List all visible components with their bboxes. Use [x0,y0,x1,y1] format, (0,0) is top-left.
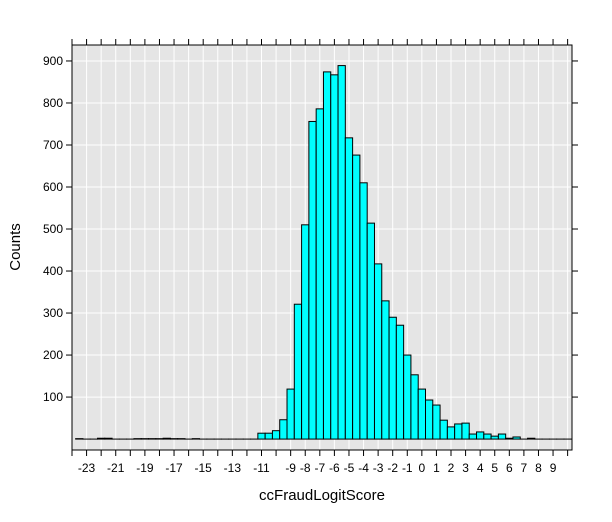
histogram-bar [498,434,505,439]
histogram-bar [462,423,469,439]
histogram-bar [163,438,170,439]
x-tick-label: -7 [314,461,325,475]
histogram-bar [272,431,279,439]
y-tick-label: 200 [43,348,63,362]
histogram-bar [382,301,389,439]
x-tick-label: -13 [224,461,242,475]
histogram-bar [447,427,454,439]
histogram-bar [353,155,360,439]
y-tick-label: 300 [43,306,63,320]
histogram-bar [287,389,294,439]
x-tick-label: 9 [550,461,557,475]
x-tick-label: 1 [433,461,440,475]
histogram-bar [280,420,287,439]
x-tick-label: -1 [402,461,413,475]
histogram-bar [404,355,411,439]
histogram-bar [265,433,272,439]
histogram-bar [513,437,520,439]
histogram-bar [294,304,301,439]
histogram-bar [433,405,440,439]
y-tick-label: 800 [43,96,63,110]
x-tick-label: -2 [387,461,398,475]
x-tick-label: -9 [285,461,296,475]
histogram-bar [491,436,498,439]
y-tick-label: 100 [43,390,63,404]
x-tick-label: 5 [491,461,498,475]
x-axis-label: ccFraudLogitScore [259,487,385,504]
histogram-bar [389,317,396,439]
x-tick-label: 6 [506,461,513,475]
histogram-bar [316,109,323,439]
histogram-bar [323,72,330,439]
histogram-bar [455,424,462,439]
histogram-bar [418,389,425,439]
histogram-bar [440,420,447,439]
x-tick-label: -15 [195,461,213,475]
x-tick-label: -21 [107,461,125,475]
histogram-bar [411,375,418,439]
histogram-bar [302,225,309,439]
histogram-bar [105,438,112,439]
histogram-bar [477,432,484,439]
histogram-bar [374,264,381,439]
x-tick-label: -3 [373,461,384,475]
histogram-bar [469,434,476,439]
histogram-bar [528,438,535,439]
histogram-bar [331,75,338,439]
x-tick-label: -17 [165,461,183,475]
x-tick-label: -5 [344,461,355,475]
x-tick-label: -11 [253,461,270,475]
x-tick-label: -4 [358,461,369,475]
x-tick-label: 2 [448,461,455,475]
y-tick-label: 500 [43,222,63,236]
x-tick-label: 7 [521,461,528,475]
x-tick-label: 4 [477,461,484,475]
histogram-bar [425,400,432,439]
y-axis-label: Counts [7,223,24,271]
histogram-bar [506,438,513,439]
histogram-bar [345,138,352,439]
histogram-bar [338,66,345,439]
histogram-bar [98,438,105,439]
x-tick-label: -8 [300,461,311,475]
y-tick-label: 900 [43,54,63,68]
histogram-bar [484,434,491,439]
histogram-bar [360,183,367,439]
y-tick-label: 400 [43,264,63,278]
y-tick-label: 600 [43,180,63,194]
x-tick-label: 3 [462,461,469,475]
x-tick-label: -19 [136,461,154,475]
histogram-bar [396,325,403,439]
x-tick-label: 8 [535,461,542,475]
x-tick-label: -6 [329,461,340,475]
x-tick-label: 0 [419,461,426,475]
y-tick-label: 700 [43,138,63,152]
histogram-bar [258,433,265,439]
histogram-bar [309,121,316,439]
x-tick-label: -23 [78,461,96,475]
histogram-bar [367,223,374,439]
